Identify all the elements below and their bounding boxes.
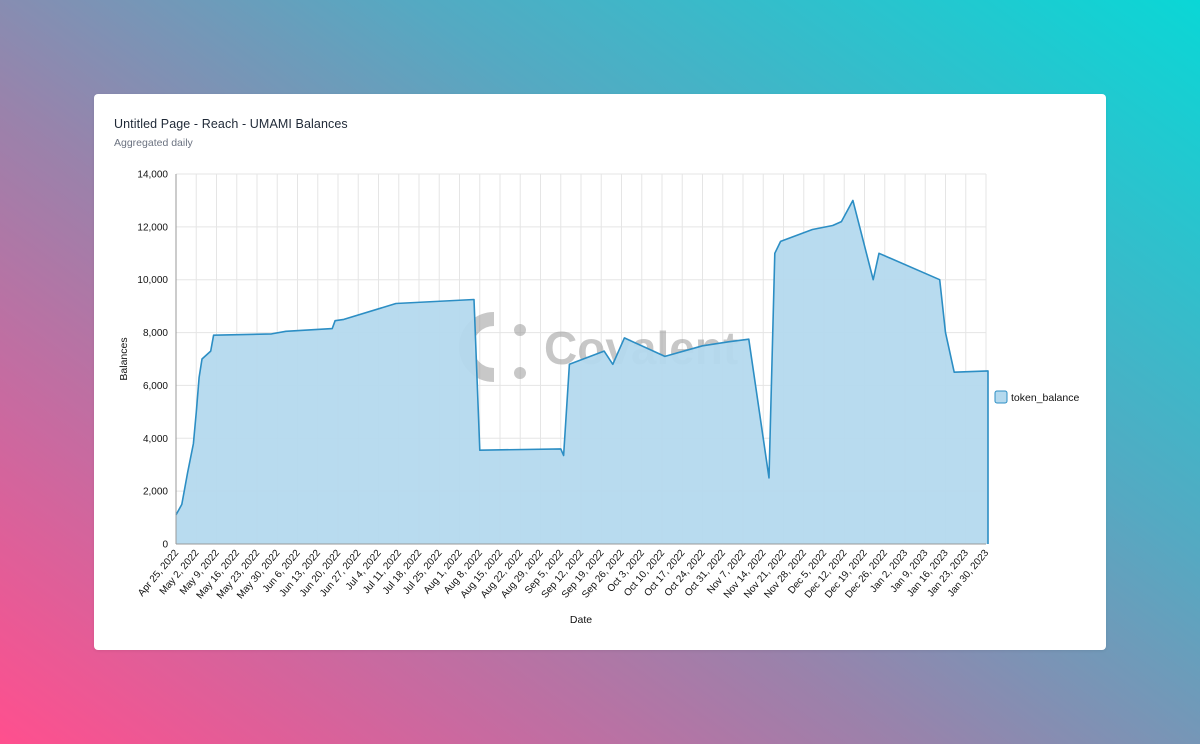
series-line [175, 199, 989, 544]
chart-card: Untitled Page - Reach - UMAMI Balances A… [94, 94, 1106, 650]
y-tick-label: 4,000 [143, 434, 168, 445]
axes [175, 174, 986, 545]
legend[interactable]: token_balance [994, 390, 1079, 404]
page-title: Untitled Page - Reach - UMAMI Balances [114, 117, 348, 131]
y-tick-label: 10,000 [137, 275, 168, 286]
area-chart: Covalent 02,0004,0006,0008,00010,00012,0… [118, 170, 1079, 627]
y-tick-label: 14,000 [137, 170, 168, 181]
page-subtitle: Aggregated daily [114, 137, 193, 149]
y-axis-ticks: 0 2,000 4,000 6,000 8,000 10,000 12,000 14,000 [137, 170, 168, 551]
y-tick-label: 0 [162, 540, 168, 551]
y-tick-label: 8,000 [143, 328, 168, 339]
y-tick-label: 12,000 [137, 222, 168, 233]
x-axis-title: Date [570, 614, 592, 626]
series-area [175, 199, 989, 544]
y-tick-label: 2,000 [143, 487, 168, 498]
y-axis-title: Balances [118, 337, 130, 380]
legend-label-token-balance[interactable]: token_balance [1011, 392, 1079, 404]
series-area-fill [176, 200, 988, 544]
legend-swatch-token-balance[interactable] [994, 390, 1008, 404]
y-tick-label: 6,000 [143, 381, 168, 392]
